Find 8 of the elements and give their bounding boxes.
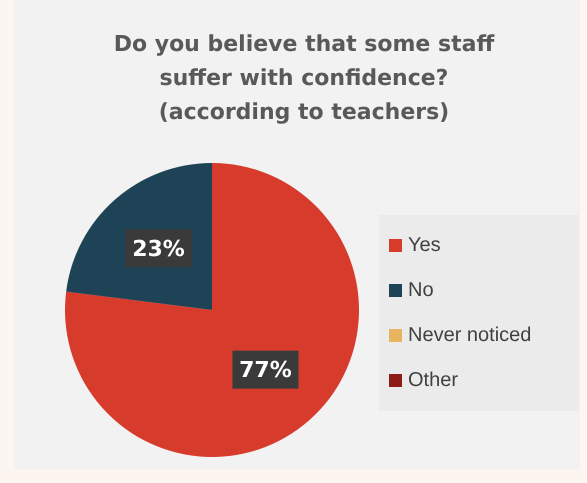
legend-label: Yes [408,234,441,257]
legend-label: No [408,279,434,302]
legend-label: Other [408,369,458,392]
data-label: 77% [239,358,292,384]
legend-label: Never noticed [408,324,532,347]
data-label: 23% [132,236,185,262]
chart-title: Do you believe that some staff suffer with confidence? (according to teachers) [112,31,496,127]
pie-slice [65,163,359,457]
